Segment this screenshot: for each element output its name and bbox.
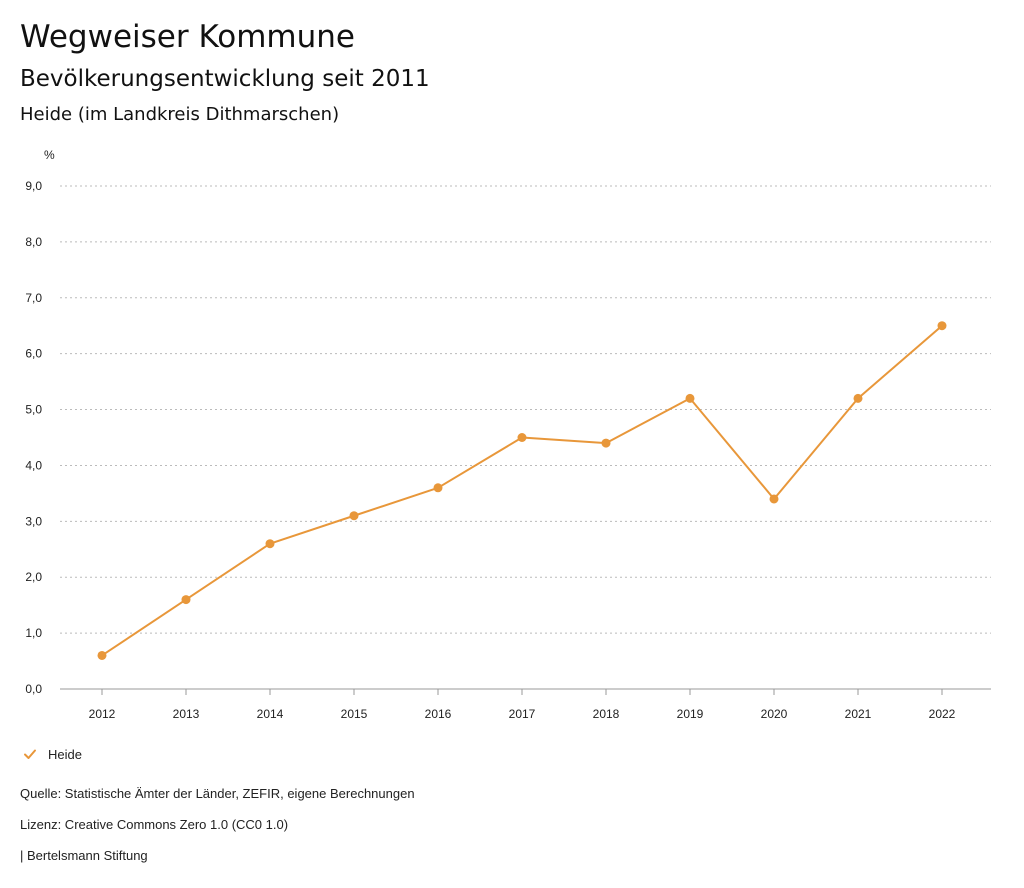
data-point-heide xyxy=(853,393,863,403)
series-line-heide xyxy=(101,324,943,657)
y-tick-label: 2,0 xyxy=(25,570,42,584)
chart-title: Wegweiser Kommune xyxy=(20,19,355,55)
data-point-heide xyxy=(97,650,107,660)
x-tick-label: 2015 xyxy=(341,707,368,721)
x-tick-label: 2018 xyxy=(593,707,620,721)
data-point-heide xyxy=(181,595,191,605)
x-tick-label: 2020 xyxy=(761,707,788,721)
x-tick-label: 2016 xyxy=(425,707,452,721)
y-tick-label: 0,0 xyxy=(25,682,42,696)
y-tick-label: 3,0 xyxy=(25,514,42,528)
license-note: Lizenz: Creative Commons Zero 1.0 (CC0 1… xyxy=(20,817,289,832)
x-tick-label: 2014 xyxy=(257,707,284,721)
data-point-heide xyxy=(769,494,779,504)
x-tick-label: 2022 xyxy=(929,707,956,721)
legend-check-icon xyxy=(24,749,36,759)
y-tick-label: 7,0 xyxy=(25,291,42,305)
x-tick-label: 2019 xyxy=(677,707,704,721)
y-tick-label: 9,0 xyxy=(25,179,42,193)
source-note: Quelle: Statistische Ämter der Länder, Z… xyxy=(20,786,415,801)
data-point-heide xyxy=(601,438,611,448)
x-tick-label: 2012 xyxy=(89,707,116,721)
x-tick-label: 2017 xyxy=(509,707,536,721)
data-point-heide xyxy=(685,393,695,403)
y-axis-unit: % xyxy=(44,148,55,162)
line-chart: % 0,0 1,0 2,0 3,0 4,0 5,0 6,0 7,0 8,0 9,0 2012 2013 2… xyxy=(25,148,991,721)
data-point-heide xyxy=(937,321,947,331)
chart-legend[interactable]: Heide xyxy=(22,744,82,764)
y-tick-label: 1,0 xyxy=(25,626,42,640)
legend-label-heide: Heide xyxy=(48,746,82,762)
y-tick-label: 8,0 xyxy=(25,235,42,249)
y-tick-label: 6,0 xyxy=(25,347,42,361)
x-tick-label: 2021 xyxy=(845,707,872,721)
x-tick-label: 2013 xyxy=(173,707,200,721)
chart-subtitle: Bevölkerungsentwicklung seit 2011 xyxy=(20,66,430,92)
data-point-heide xyxy=(517,433,527,442)
region-label: Heide (im Landkreis Dithmarschen) xyxy=(20,104,340,125)
y-tick-label: 5,0 xyxy=(25,403,42,417)
data-point-heide xyxy=(433,483,443,493)
data-point-heide xyxy=(349,511,359,521)
publisher-note: | Bertelsmann Stiftung xyxy=(20,848,148,863)
y-tick-label: 4,0 xyxy=(25,458,42,472)
data-point-heide xyxy=(265,539,275,549)
